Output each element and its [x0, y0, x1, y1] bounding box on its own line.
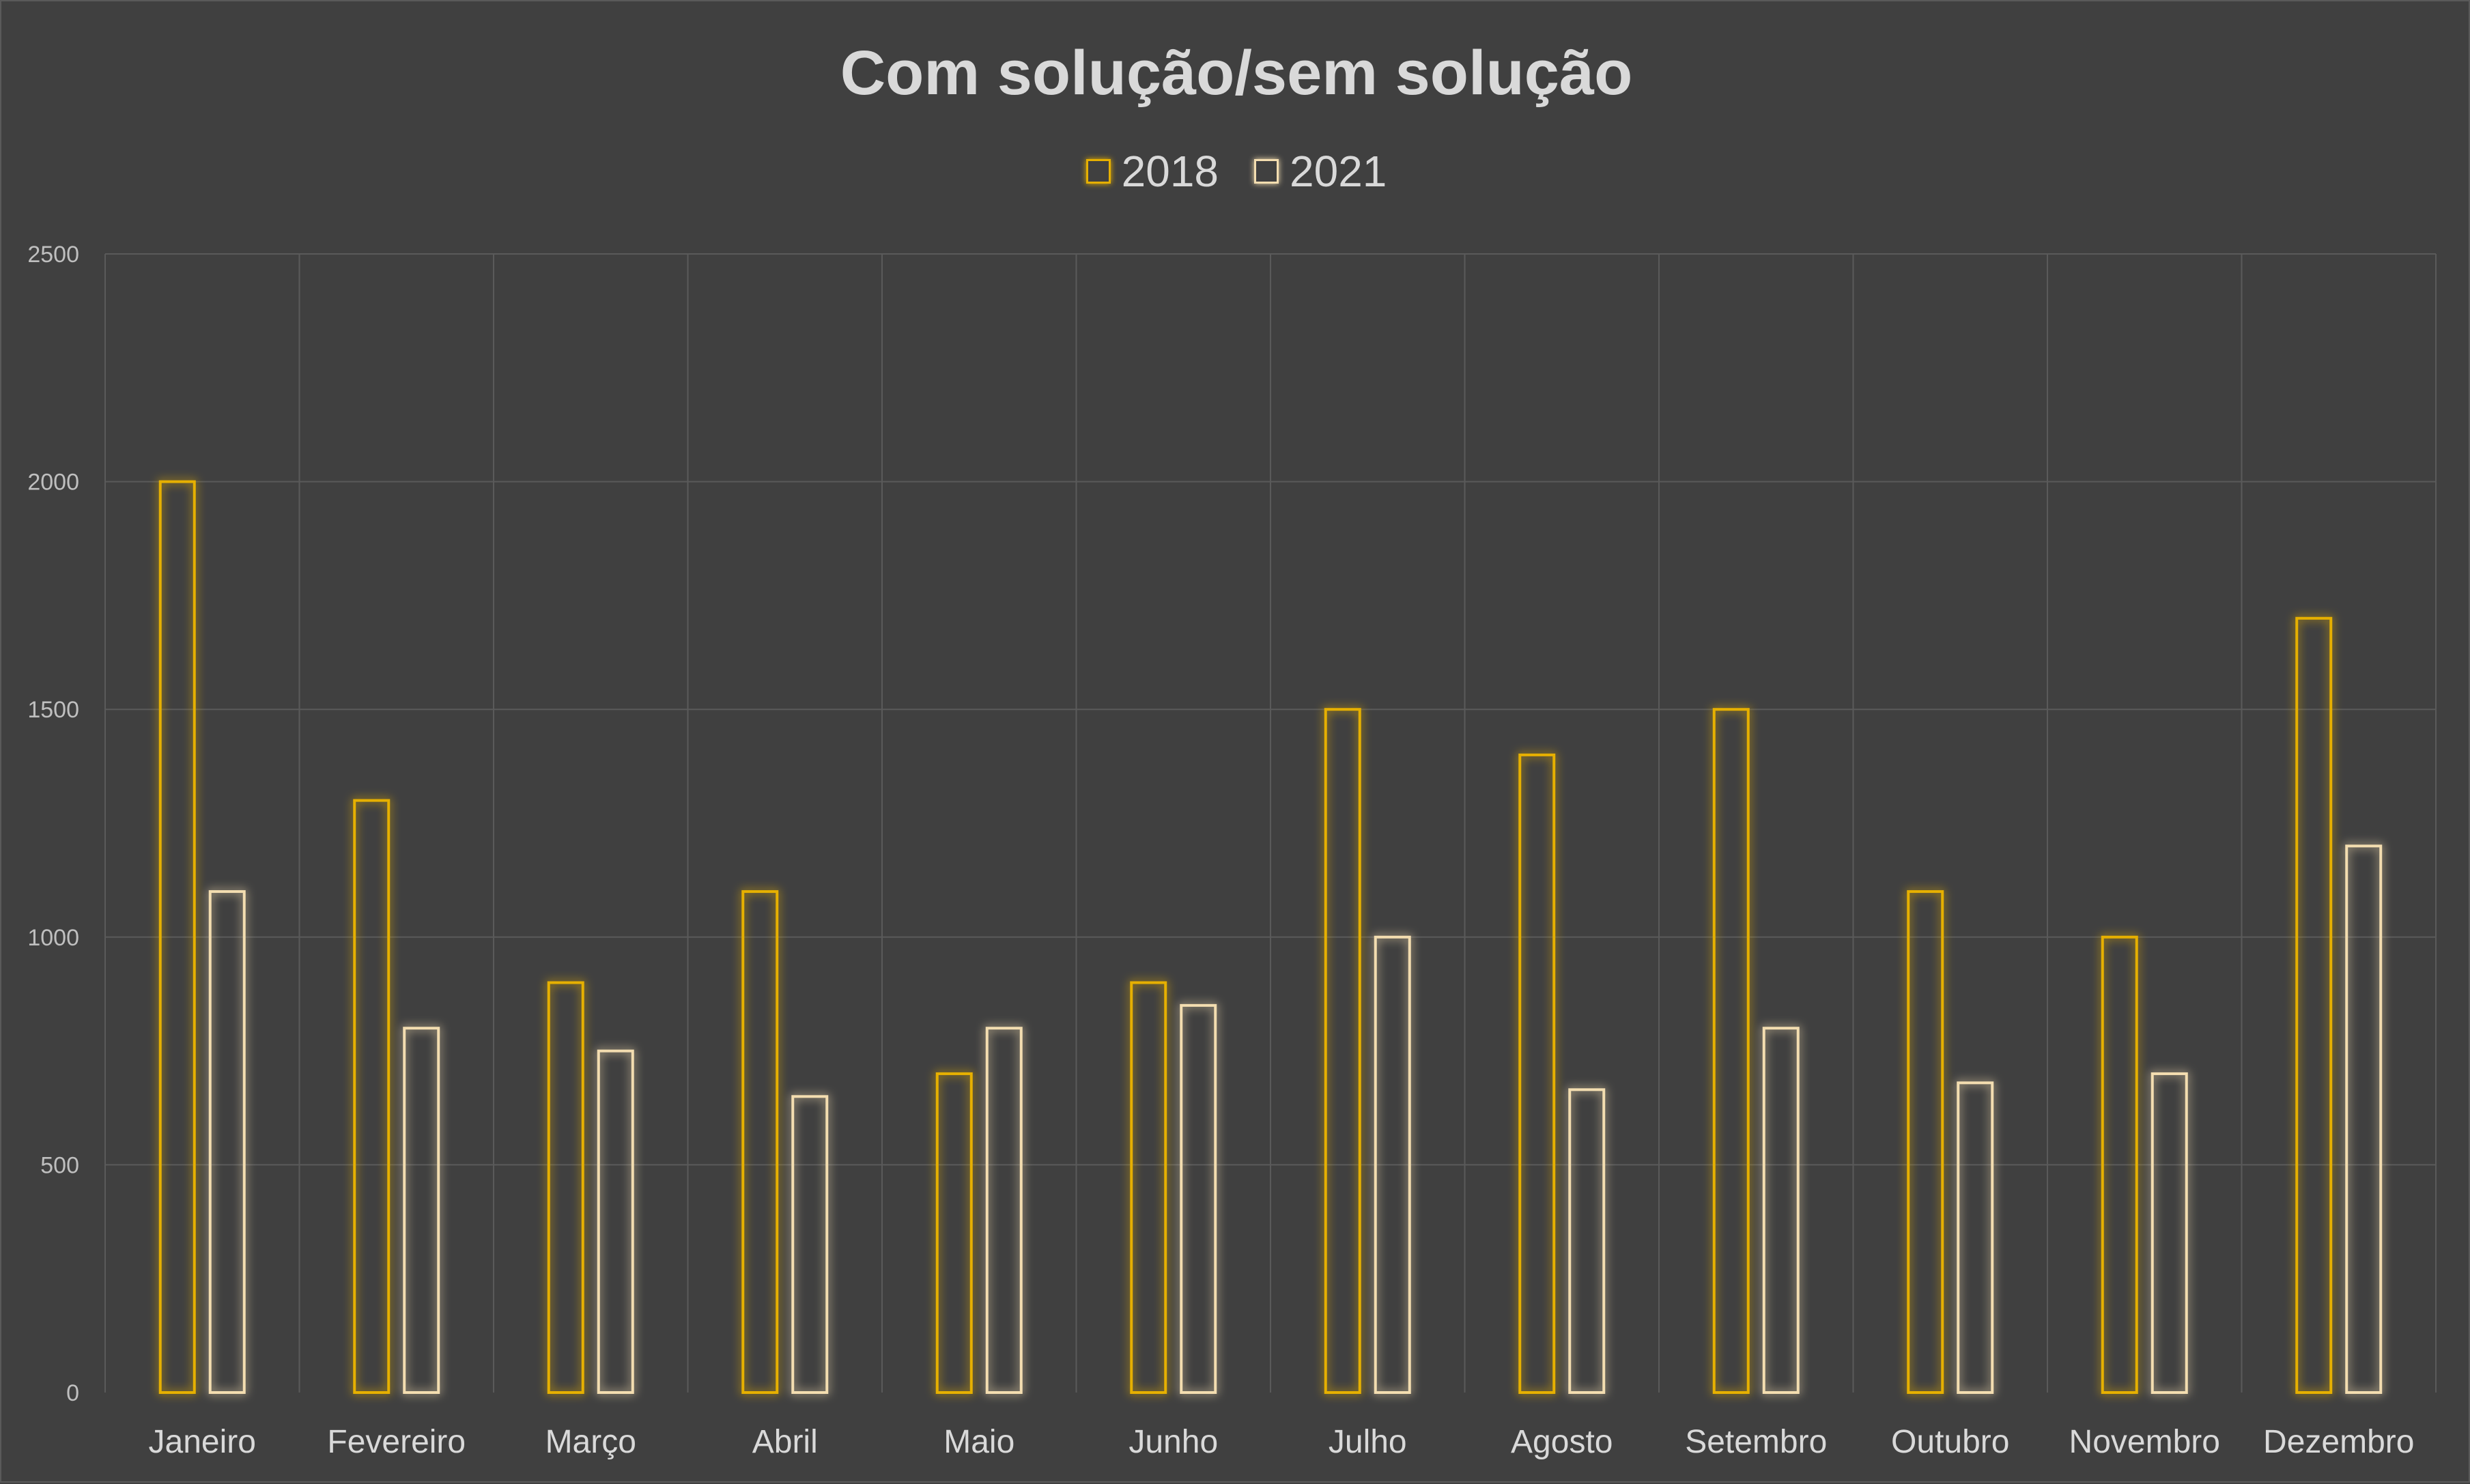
bar-2021-setembro[interactable]: [1762, 1027, 1800, 1394]
y-tick-label-0: 0: [66, 1380, 79, 1406]
legend-swatch-2021: [1254, 159, 1279, 184]
bar-2021-junho[interactable]: [1180, 1003, 1217, 1394]
bar-2018-fevereiro[interactable]: [353, 799, 391, 1394]
bar-2018-agosto[interactable]: [1518, 753, 1556, 1395]
bar-2018-maio[interactable]: [935, 1072, 973, 1394]
bar-2021-julho[interactable]: [1374, 935, 1411, 1395]
legend: 2018 2021: [1, 146, 2470, 197]
legend-label-2018: 2018: [1121, 147, 1219, 196]
bar-2021-fevereiro[interactable]: [403, 1027, 440, 1394]
x-tick-label-janeiro: Janeiro: [149, 1424, 256, 1460]
bar-2021-janeiro[interactable]: [208, 890, 246, 1394]
legend-label-2021: 2021: [1290, 147, 1387, 196]
x-tick-label-setembro: Setembro: [1685, 1424, 1827, 1460]
y-tick-label-2500: 2500: [27, 242, 79, 268]
x-tick-label-março: Março: [545, 1424, 636, 1460]
bar-2018-setembro[interactable]: [1712, 708, 1750, 1394]
y-tick-label-1000: 1000: [27, 925, 79, 951]
bar-2021-abril[interactable]: [791, 1095, 829, 1394]
x-tick-label-abril: Abril: [752, 1424, 818, 1460]
bar-2021-novembro[interactable]: [2150, 1072, 2188, 1394]
bar-2021-março[interactable]: [597, 1049, 634, 1394]
y-tick-label-2000: 2000: [27, 470, 79, 496]
bar-2018-dezembro[interactable]: [2295, 616, 2333, 1394]
x-tick-label-maio: Maio: [943, 1424, 1014, 1460]
x-tick-label-novembro: Novembro: [2069, 1424, 2220, 1460]
bar-2021-dezembro[interactable]: [2345, 844, 2383, 1394]
chart-title: Com solução/sem solução: [840, 38, 1633, 108]
bar-2018-abril[interactable]: [741, 890, 779, 1394]
bar-2018-julho[interactable]: [1324, 708, 1361, 1394]
x-tick-label-fevereiro: Fevereiro: [327, 1424, 466, 1460]
x-tick-label-junho: Junho: [1128, 1424, 1218, 1460]
x-tick-label-julho: Julho: [1329, 1424, 1407, 1460]
y-tick-label-1500: 1500: [27, 697, 79, 723]
bar-2021-maio[interactable]: [985, 1027, 1023, 1394]
x-tick-label-outubro: Outubro: [1891, 1424, 2009, 1460]
bar-2021-agosto[interactable]: [1568, 1088, 1606, 1394]
x-tick-label-agosto: Agosto: [1511, 1424, 1613, 1460]
legend-item-2018[interactable]: 2018: [1085, 146, 1219, 197]
legend-item-2021[interactable]: 2021: [1254, 146, 1387, 197]
y-tick-label-500: 500: [40, 1152, 79, 1178]
x-tick-label-dezembro: Dezembro: [2263, 1424, 2414, 1460]
legend-swatch-2018: [1085, 159, 1111, 184]
bar-2018-junho[interactable]: [1130, 981, 1167, 1394]
bar-2018-outubro[interactable]: [1907, 890, 1944, 1394]
bar-2018-novembro[interactable]: [2101, 935, 2138, 1395]
bar-2018-março[interactable]: [547, 981, 584, 1394]
bar-2018-janeiro[interactable]: [158, 480, 196, 1394]
bar-2021-outubro[interactable]: [1957, 1081, 1994, 1394]
